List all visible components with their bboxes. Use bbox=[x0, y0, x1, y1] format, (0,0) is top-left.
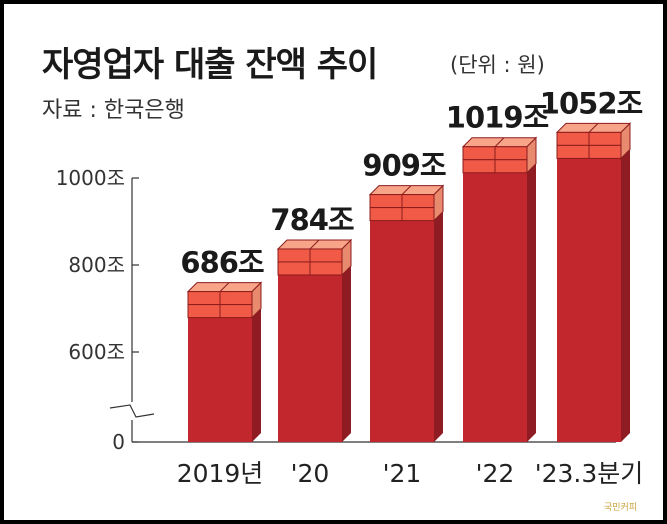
bar-side bbox=[252, 305, 261, 442]
chart-title: 자영업자 대출 잔액 추이 bbox=[42, 45, 377, 85]
data-label: 1019조 bbox=[446, 101, 549, 135]
brick bbox=[494, 146, 528, 161]
brick bbox=[219, 304, 253, 319]
bar-side bbox=[434, 208, 443, 442]
credit-text: 국민커피 bbox=[604, 502, 637, 513]
y-tick-label: 600조 bbox=[68, 340, 125, 364]
brick-joint bbox=[401, 185, 412, 195]
data-label: 686조 bbox=[180, 246, 264, 280]
brick bbox=[401, 194, 435, 209]
y-tick-label: 1000조 bbox=[56, 166, 125, 190]
bar-side bbox=[621, 146, 630, 442]
chart-svg: 자영업자 대출 잔액 추이 (단위 : 원) 자료 : 한국은행 0 600조 80… bbox=[42, 45, 644, 513]
brick bbox=[462, 159, 496, 174]
brick bbox=[556, 144, 590, 159]
brick-stack bbox=[186, 281, 263, 319]
brick bbox=[369, 194, 403, 209]
brick-joint bbox=[588, 123, 599, 133]
bar bbox=[463, 169, 527, 443]
x-tick-label: 2019년 bbox=[177, 459, 264, 488]
brick bbox=[588, 131, 622, 146]
bars bbox=[186, 122, 632, 443]
brick-stack bbox=[368, 184, 445, 222]
bar bbox=[188, 314, 252, 442]
brick-joint bbox=[309, 239, 320, 250]
x-tick-label: '22 bbox=[476, 459, 515, 488]
chart-panel: 자영업자 대출 잔액 추이 (단위 : 원) 자료 : 한국은행 0 600조 80… bbox=[4, 4, 663, 520]
brick bbox=[187, 291, 221, 306]
brick bbox=[187, 304, 221, 319]
y-tick-label: 0 bbox=[112, 430, 125, 454]
bar-side bbox=[527, 160, 536, 443]
brick bbox=[462, 146, 496, 161]
y-axis: 0 600조 800조 1000조 bbox=[56, 166, 616, 454]
brick bbox=[309, 248, 343, 263]
brick bbox=[588, 144, 622, 159]
brick-stack bbox=[555, 122, 632, 160]
data-label: 1052조 bbox=[540, 86, 643, 120]
brick-stack bbox=[276, 238, 353, 277]
brick bbox=[494, 159, 528, 174]
brick-joint bbox=[494, 137, 505, 148]
bar-side bbox=[342, 262, 351, 442]
labels: 686조 2019년 784조 '20 909조 '21 1019조 '22 1052조 '23.… bbox=[177, 86, 644, 488]
unit-note: (단위 : 원) bbox=[450, 53, 545, 77]
axis-break-mark bbox=[109, 404, 155, 418]
bar bbox=[557, 155, 621, 442]
bar bbox=[278, 271, 342, 442]
x-tick-label: '23.3분기 bbox=[535, 459, 644, 488]
brick bbox=[277, 248, 311, 263]
data-label: 909조 bbox=[362, 149, 446, 183]
brick bbox=[556, 131, 590, 146]
brick bbox=[219, 291, 253, 306]
brick-stack bbox=[461, 136, 538, 174]
y-tick-label: 800조 bbox=[68, 253, 125, 277]
x-tick-label: '21 bbox=[383, 459, 422, 488]
source-note: 자료 : 한국은행 bbox=[42, 98, 185, 123]
brick-joint bbox=[219, 282, 230, 292]
data-label: 784조 bbox=[270, 203, 354, 237]
bar bbox=[370, 217, 434, 442]
x-tick-label: '20 bbox=[291, 459, 330, 488]
brick bbox=[369, 207, 403, 222]
brick bbox=[401, 207, 435, 222]
brick bbox=[277, 261, 311, 276]
brick bbox=[309, 261, 343, 276]
